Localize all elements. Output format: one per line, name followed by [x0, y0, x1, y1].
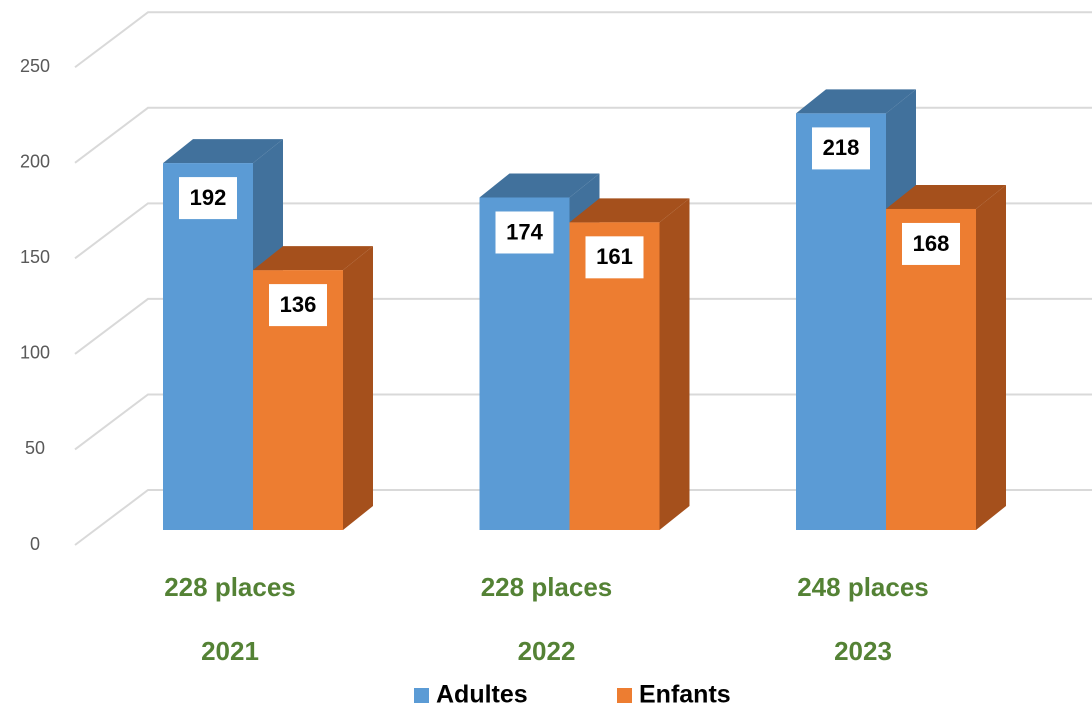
value-label: 136 — [280, 292, 317, 317]
grid-line — [74, 297, 1092, 355]
grid-line — [74, 393, 1092, 451]
value-label: 174 — [506, 219, 543, 244]
value-label-box — [902, 222, 960, 265]
value-label: 168 — [913, 231, 950, 256]
bar-side — [976, 184, 1006, 530]
value-label: 218 — [823, 135, 860, 160]
x-tick-label: 2022 — [518, 636, 576, 666]
annotation: 228 places — [164, 572, 296, 602]
value-label: 161 — [596, 244, 633, 269]
grid-line — [74, 202, 1092, 260]
x-tick-label: 2023 — [834, 636, 892, 666]
bar-side — [659, 198, 690, 531]
legend-swatch — [617, 688, 632, 703]
grid-line — [74, 106, 1092, 164]
bar-side — [343, 246, 373, 530]
bar-top — [886, 184, 1006, 209]
legend-label: Enfants — [639, 681, 731, 709]
legend-swatch — [414, 688, 429, 703]
annotation: 248 places — [797, 572, 929, 602]
bar-top — [253, 246, 373, 271]
y-tick-label: 0 — [30, 534, 40, 554]
bar-top — [479, 173, 600, 198]
value-label-box — [269, 284, 327, 327]
bar-top — [163, 139, 283, 164]
value-label-box — [585, 236, 644, 279]
x-tick-label: 2021 — [201, 636, 259, 666]
y-tick-label: 150 — [20, 247, 50, 267]
grid-line — [74, 489, 1092, 546]
bar-top — [796, 89, 916, 114]
y-tick-label: 200 — [20, 152, 50, 172]
y-tick-label: 250 — [20, 56, 50, 76]
legend-label: Adultes — [436, 681, 528, 709]
bar — [163, 163, 253, 530]
value-label-box — [812, 127, 870, 170]
annotation: 228 places — [481, 572, 613, 602]
value-label-box — [495, 211, 554, 254]
grid-line — [74, 11, 1092, 69]
y-tick-label: 50 — [25, 438, 45, 458]
value-label-box — [179, 177, 237, 220]
bar-top — [569, 198, 690, 223]
bar — [796, 113, 886, 530]
value-label: 192 — [190, 185, 227, 210]
y-tick-label: 100 — [20, 343, 50, 363]
